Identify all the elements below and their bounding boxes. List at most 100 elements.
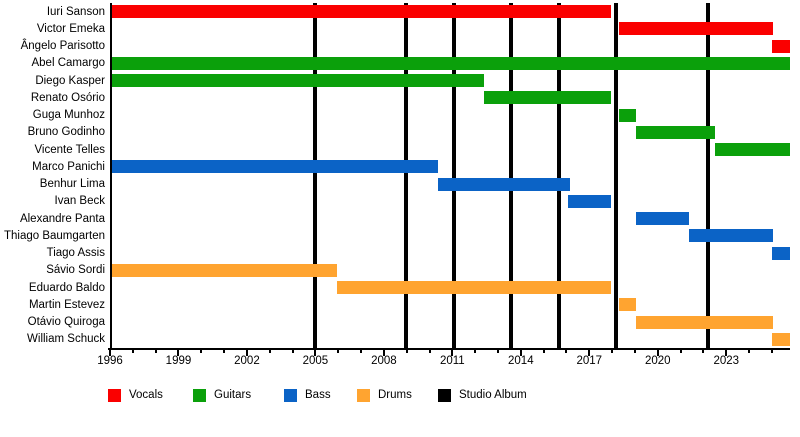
plot-area — [110, 3, 791, 348]
member-bar — [568, 194, 611, 208]
studio-album-line — [452, 3, 457, 348]
member-bar — [112, 160, 439, 174]
x-axis-minor-tick — [154, 350, 157, 353]
x-axis-tick-label: 1996 — [97, 355, 123, 367]
member-bar — [112, 263, 337, 277]
studio-album-line — [509, 3, 514, 348]
x-axis-minor-tick — [565, 350, 568, 353]
studio-album-line — [404, 3, 409, 348]
member-bar — [618, 298, 636, 312]
x-axis-tick-label: 2023 — [713, 355, 740, 367]
x-axis-line — [108, 348, 790, 350]
x-axis-major-tick — [177, 350, 180, 356]
x-axis-minor-tick — [633, 350, 636, 353]
member-bar — [438, 177, 570, 191]
member-label: Abel Camargo — [31, 57, 105, 70]
x-axis-minor-tick — [748, 350, 751, 353]
x-axis-tick-label: 2011 — [439, 355, 465, 367]
member-bar — [112, 56, 790, 70]
member-label: Guga Munhoz — [32, 109, 105, 122]
x-axis-major-tick — [451, 350, 454, 356]
x-axis-minor-tick — [405, 350, 408, 353]
legend-swatch — [284, 389, 297, 402]
member-label: Vicente Telles — [34, 143, 105, 156]
member-label: Ângelo Parisotto — [20, 40, 105, 53]
member-label: Renato Osório — [30, 91, 105, 104]
member-bar — [714, 143, 790, 157]
member-label: Martin Estevez — [28, 298, 105, 311]
x-axis-major-tick — [382, 350, 385, 356]
member-label: Otávio Quiroga — [27, 316, 105, 329]
x-axis-minor-tick — [428, 350, 431, 353]
x-axis-minor-tick — [291, 350, 294, 353]
x-axis-minor-tick — [223, 350, 226, 353]
member-bar — [112, 74, 485, 88]
member-label: Tiago Assis — [46, 247, 105, 260]
studio-album-line — [614, 3, 619, 348]
x-axis-major-tick — [109, 350, 111, 356]
x-axis-minor-tick — [200, 350, 203, 353]
legend-label: Studio Album — [459, 389, 527, 401]
member-bar — [112, 5, 611, 19]
member-bar — [635, 212, 690, 226]
member-bar — [336, 281, 611, 295]
x-axis-minor-tick — [611, 350, 614, 353]
member-bar — [635, 315, 773, 329]
x-axis-minor-tick — [679, 350, 682, 353]
x-axis-tick-label: 2002 — [234, 355, 260, 367]
x-axis-tick-label: 2005 — [302, 355, 329, 367]
legend-swatch — [193, 389, 206, 402]
x-axis-tick-label: 2008 — [371, 355, 397, 367]
legend-swatch — [108, 389, 121, 402]
x-axis-minor-tick — [497, 350, 499, 353]
legend-swatch — [438, 389, 451, 402]
x-axis-major-tick — [519, 350, 522, 356]
legend-swatch — [357, 389, 370, 402]
member-bar — [484, 91, 611, 105]
x-axis-minor-tick — [702, 350, 705, 353]
member-label: Benhur Lima — [39, 178, 105, 191]
x-axis-tick-label: 2017 — [576, 355, 603, 367]
x-axis-major-tick — [588, 350, 591, 356]
studio-album-line — [557, 3, 562, 348]
x-axis-tick-label: 1999 — [165, 355, 192, 367]
member-bar — [771, 246, 790, 260]
member-bar — [635, 125, 715, 139]
member-bar — [689, 229, 773, 243]
x-axis-minor-tick — [474, 350, 477, 353]
member-bar — [771, 332, 790, 346]
member-label: Bruno Godinho — [27, 126, 105, 139]
member-label: Alexandre Panta — [19, 212, 105, 225]
legend-label: Drums — [378, 389, 412, 401]
member-label: Iuri Sanson — [46, 5, 105, 18]
x-axis-major-tick — [656, 350, 659, 356]
x-axis-minor-tick — [360, 350, 363, 353]
member-bar — [771, 39, 790, 53]
x-axis-major-tick — [725, 350, 728, 356]
x-axis-minor-tick — [542, 350, 545, 353]
member-label: Thiago Baumgarten — [3, 229, 105, 242]
x-axis-minor-tick — [770, 350, 773, 353]
legend-label: Bass — [305, 389, 331, 401]
x-axis-minor-tick — [268, 350, 271, 353]
x-axis-minor-tick — [131, 350, 134, 353]
member-label: Eduardo Baldo — [28, 281, 105, 294]
member-label: Diego Kasper — [35, 74, 105, 87]
x-axis-major-tick — [314, 350, 317, 356]
member-bar — [618, 108, 636, 122]
member-bar — [618, 22, 773, 36]
member-label: William Schuck — [27, 333, 105, 346]
x-axis-major-tick — [245, 350, 248, 356]
studio-album-line — [705, 3, 710, 348]
legend-label: Guitars — [214, 389, 252, 401]
x-axis-tick-label: 2014 — [508, 355, 534, 367]
studio-album-line — [313, 3, 318, 348]
x-axis-tick-label: 2020 — [644, 355, 671, 367]
member-label: Ivan Beck — [54, 195, 106, 208]
member-label: Sávio Sordi — [46, 264, 105, 277]
member-label: Victor Emeka — [36, 22, 105, 35]
member-label: Marco Panichi — [32, 160, 105, 173]
x-axis-minor-tick — [337, 350, 340, 353]
legend-label: Vocals — [129, 389, 163, 401]
